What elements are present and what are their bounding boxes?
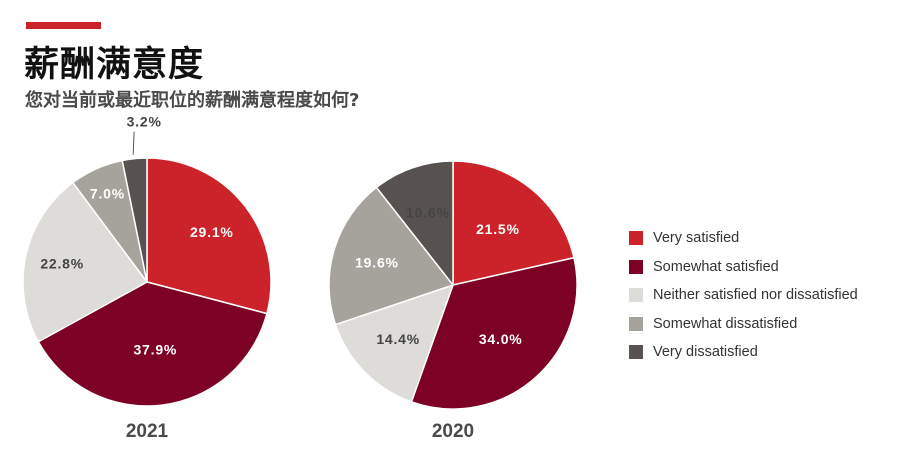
legend-item-very-satisfied: Very satisfied bbox=[629, 224, 858, 253]
data-label-very-dissatisfied: 3.2% bbox=[127, 114, 162, 130]
pie-chart-2020: 21.5% 34.0% 14.4% 19.6% 10.6% 2020 bbox=[328, 160, 578, 442]
legend-swatch bbox=[629, 288, 643, 303]
pie-slice-very-dissatisfied bbox=[375, 160, 454, 286]
pie-slice-neither-satisfied-nor-dissatisfied bbox=[22, 181, 148, 343]
data-label-somewhat-satisfied: 37.9% bbox=[133, 342, 177, 358]
data-label-neither-satisfied-nor-dissatisfied: 14.4% bbox=[376, 331, 420, 347]
data-label-somewhat-dissatisfied: 19.6% bbox=[355, 254, 399, 270]
pie-slice-very-satisfied bbox=[146, 157, 272, 315]
pie-slice-somewhat-satisfied bbox=[37, 281, 268, 407]
legend-item-somewhat-satisfied: Somewhat satisfied bbox=[629, 253, 858, 282]
data-label-neither-satisfied-nor-dissatisfied: 22.8% bbox=[40, 256, 84, 272]
legend-swatch bbox=[629, 316, 643, 331]
legend: Very satisfied Somewhat satisfied Neithe… bbox=[629, 224, 858, 367]
legend-label: Somewhat satisfied bbox=[653, 258, 779, 275]
legend-swatch bbox=[629, 259, 643, 274]
legend-label: Somewhat dissatisfied bbox=[653, 315, 798, 332]
title-accent-bar bbox=[26, 22, 101, 29]
data-label-very-satisfied: 29.1% bbox=[190, 224, 234, 240]
leader-line bbox=[132, 131, 135, 155]
legend-swatch bbox=[629, 345, 643, 360]
data-label-somewhat-satisfied: 34.0% bbox=[479, 331, 523, 347]
chart-year-label: 2020 bbox=[432, 421, 474, 442]
chart-year-label: 2021 bbox=[126, 421, 169, 442]
pie-slice-somewhat-satisfied bbox=[410, 257, 578, 410]
data-label-very-dissatisfied: 10.6% bbox=[406, 204, 450, 220]
data-label-somewhat-dissatisfied: 7.0% bbox=[90, 186, 125, 202]
pie-slice-neither-satisfied-nor-dissatisfied bbox=[334, 284, 454, 403]
pie-chart-2021: 29.1% 37.9% 22.8% 7.0% 3.2% 2021 bbox=[22, 114, 272, 442]
pie-slice-somewhat-dissatisfied bbox=[328, 186, 454, 326]
pie-slice-very-dissatisfied bbox=[121, 157, 148, 283]
legend-item-neither: Neither satisfied nor dissatisfied bbox=[629, 281, 858, 310]
page-title: 薪酬满意度 bbox=[24, 45, 205, 85]
legend-swatch bbox=[629, 231, 643, 246]
legend-label: Very satisfied bbox=[653, 230, 740, 247]
legend-item-somewhat-dissatisfied: Somewhat dissatisfied bbox=[629, 310, 858, 339]
pie-slice-very-satisfied bbox=[452, 160, 575, 286]
legend-item-very-dissatisfied: Very dissatisfied bbox=[629, 338, 858, 367]
page-subtitle: 您对当前或最近职位的薪酬满意程度如何? bbox=[25, 90, 360, 111]
legend-label: Neither satisfied nor dissatisfied bbox=[653, 287, 858, 304]
legend-label: Very dissatisfied bbox=[653, 344, 758, 361]
data-label-very-satisfied: 21.5% bbox=[476, 221, 520, 237]
